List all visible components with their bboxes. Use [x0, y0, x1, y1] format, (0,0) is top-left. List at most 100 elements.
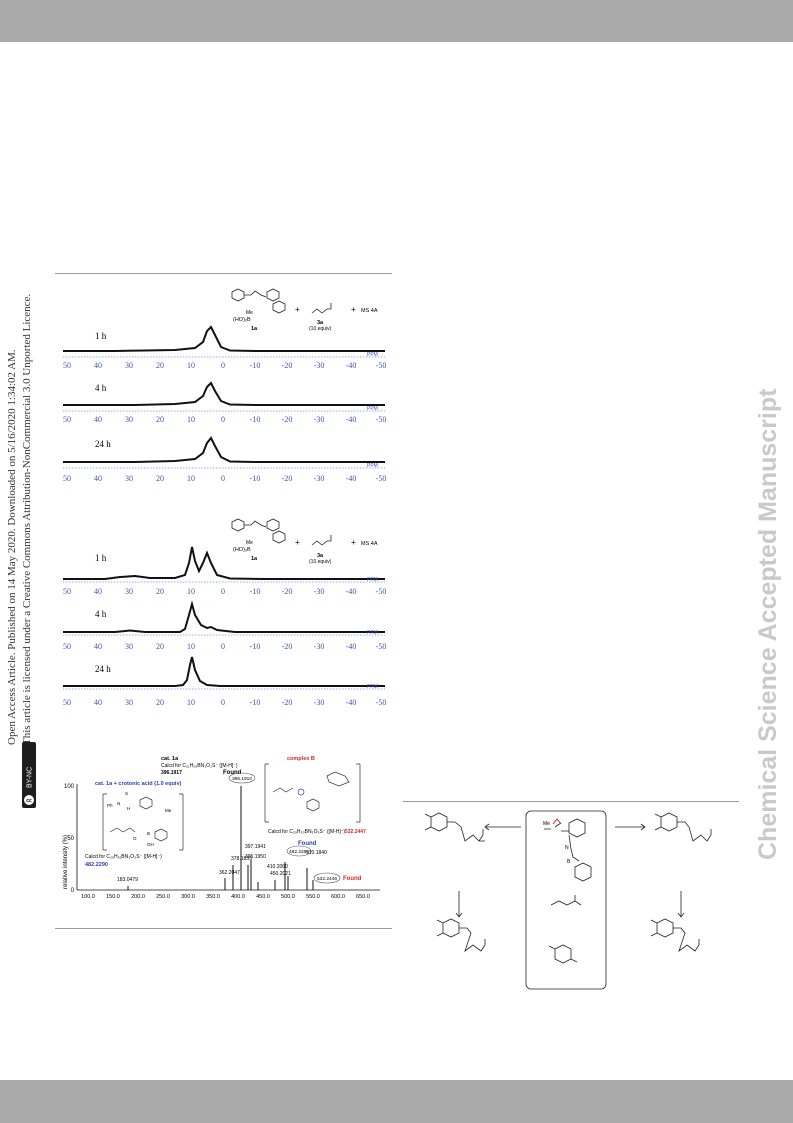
svg-text:B: B [147, 831, 150, 836]
svg-text:400.0: 400.0 [231, 894, 245, 900]
svg-text:50: 50 [63, 698, 71, 707]
svg-text:20: 20 [156, 698, 164, 707]
scheme-ms-label-2: MS 4A [361, 541, 378, 547]
scheme-b-label-2: (HO)₂B [233, 547, 251, 553]
svg-text:N: N [117, 801, 120, 806]
scheme-ms-label: MS 4A [361, 308, 378, 314]
svg-text:-50: -50 [376, 642, 387, 651]
nmr-axis-ticks-2: 50 40 30 20 10 0 -10 -20 -30 -40 -50 [63, 415, 386, 424]
svg-text:40: 40 [94, 587, 102, 596]
svg-text:10: 10 [187, 415, 195, 424]
scheme-b-label: (HO)₂B [233, 317, 251, 323]
ms-complex-found-value: 532.2446 [317, 876, 337, 882]
svg-text:OH: OH [147, 842, 154, 847]
svg-text:200.0: 200.0 [131, 894, 145, 900]
svg-text:100: 100 [64, 784, 75, 790]
figure-rule-top [55, 273, 392, 274]
scheme-acid-label: 3a [317, 320, 324, 326]
svg-text:10: 10 [187, 698, 195, 707]
cc-badge-label: BY-NC [27, 767, 34, 788]
licence-line-2[interactable]: This article is licensed under a Creativ… [21, 293, 33, 745]
svg-text:40: 40 [94, 474, 102, 483]
nmr-b-trace-label-2: 4 h [95, 609, 107, 619]
svg-text:378.1833: 378.1833 [231, 856, 252, 862]
nmr-b-trace-label-3: 24 h [95, 664, 111, 674]
nmr-b-ppm-label-2: PPM [367, 630, 378, 636]
svg-text:-50: -50 [376, 474, 387, 483]
ms-xticks: 100.0 150.0 200.0 250.0 300.0 350.0 400.0 450.0… [81, 894, 370, 900]
svg-text:20: 20 [156, 642, 164, 651]
product-topleft-ring [430, 812, 448, 832]
figure-rule-bottom [55, 928, 392, 929]
svg-text:+: + [351, 305, 356, 314]
ms-complex-calc: Calcd for C₂₉H₃₃BN₃O₃S⁻ ([M-H]⁻) [268, 829, 345, 835]
svg-text:-10: -10 [250, 587, 261, 596]
svg-text:-10: -10 [250, 415, 261, 424]
svg-text:0: 0 [221, 415, 225, 424]
svg-text:Me: Me [165, 808, 172, 813]
svg-text:-40: -40 [346, 361, 357, 370]
svg-text:395.1950: 395.1950 [245, 854, 266, 860]
scheme-acid-label-2: 3a [317, 553, 324, 559]
svg-text:0: 0 [71, 888, 75, 894]
nmr-b-ppm-label-3: PPM [367, 684, 378, 690]
svg-text:30: 30 [125, 587, 133, 596]
svg-text:30: 30 [125, 474, 133, 483]
svg-text:10: 10 [187, 474, 195, 483]
ms-cat-found-value: 396.1910 [232, 776, 252, 782]
scheme-me-label: Me [246, 310, 253, 316]
svg-text:-30: -30 [314, 642, 325, 651]
ms-crotonic-atoms: Ph N H S Me O B OH [107, 791, 172, 847]
svg-text:-10: -10 [250, 698, 261, 707]
nmr-b-trace-1 [63, 546, 385, 580]
svg-text:-20: -20 [282, 587, 293, 596]
svg-text:-20: -20 [282, 474, 293, 483]
svg-text:50: 50 [63, 361, 71, 370]
svg-text:350.0: 350.0 [206, 894, 220, 900]
nmr-panel-bottom: (HO)₂B Me + 1a 3a (10 equiv) + MS 4A 1 h… [63, 518, 387, 707]
svg-text:150.0: 150.0 [106, 894, 120, 900]
scheme-structure-top [231, 288, 332, 314]
nmr-ppm-label-2: PPM [367, 406, 378, 412]
ms-cat-calc: Calcd for C₂₁H₂₅BN₃O₂S⁻ ([M-H]⁻) [161, 763, 238, 769]
svg-text:-30: -30 [314, 474, 325, 483]
scheme-b-label-right: B [567, 859, 571, 865]
svg-text:0: 0 [221, 698, 225, 707]
scheme-equiv-label-2: (10 equiv) [309, 559, 332, 565]
svg-text:40: 40 [94, 415, 102, 424]
svg-text:+: + [295, 305, 300, 314]
svg-text:300.0: 300.0 [181, 894, 195, 900]
cc-badge-icon[interactable]: cc BY-NC [22, 742, 36, 808]
svg-text:0: 0 [221, 361, 225, 370]
svg-text:-50: -50 [376, 415, 387, 424]
nmr-trace-1 [63, 325, 385, 352]
svg-text:-40: -40 [346, 698, 357, 707]
licence-line-1: Open Access Article. Published on 14 May… [6, 349, 18, 745]
svg-text:397.1941: 397.1941 [245, 844, 266, 850]
svg-text:-40: -40 [346, 474, 357, 483]
nmr-b-trace-label-1: 1 h [95, 553, 107, 563]
svg-text:40: 40 [94, 698, 102, 707]
ms-complex-found: Found [343, 876, 362, 882]
ms-crotonic-calc: Calcd for C₂₅H₃₁BN₃O₃S⁻ ([M-H]⁻) [85, 854, 162, 860]
ms-ylabel: relative intensity (%) [63, 835, 69, 889]
scheme-structure-bottom [231, 518, 332, 546]
svg-text:250.0: 250.0 [156, 894, 170, 900]
nmr-b-trace-2 [63, 600, 385, 633]
nmr-trace-label-2: 4 h [95, 383, 107, 393]
nmr-b-trace-3 [63, 656, 385, 687]
ms-cat-title: cat. 1a [161, 756, 179, 762]
svg-text:20: 20 [156, 361, 164, 370]
ms-crotonic-structure [102, 793, 184, 851]
scheme-cat-label: 1a [251, 326, 258, 332]
svg-text:-10: -10 [250, 642, 261, 651]
scheme-n-label: N [565, 845, 569, 851]
top-bar [0, 0, 793, 42]
ms-complex-structure [264, 763, 361, 823]
svg-text:H: H [127, 806, 130, 811]
svg-text:-30: -30 [314, 698, 325, 707]
nmr-axis-ticks-1: 50 40 30 20 10 0 -10 -20 -30 -40 -50 [63, 361, 386, 370]
svg-text:650.0: 650.0 [356, 894, 370, 900]
scheme-me-label-right: Me [543, 821, 550, 827]
nmr-b-axis-ticks-3: 50 40 30 20 10 0 -10 -20 -30 -40 -50 [63, 698, 386, 707]
